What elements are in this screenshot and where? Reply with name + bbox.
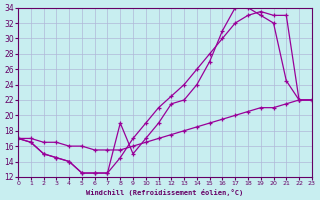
X-axis label: Windchill (Refroidissement éolien,°C): Windchill (Refroidissement éolien,°C) (86, 189, 244, 196)
